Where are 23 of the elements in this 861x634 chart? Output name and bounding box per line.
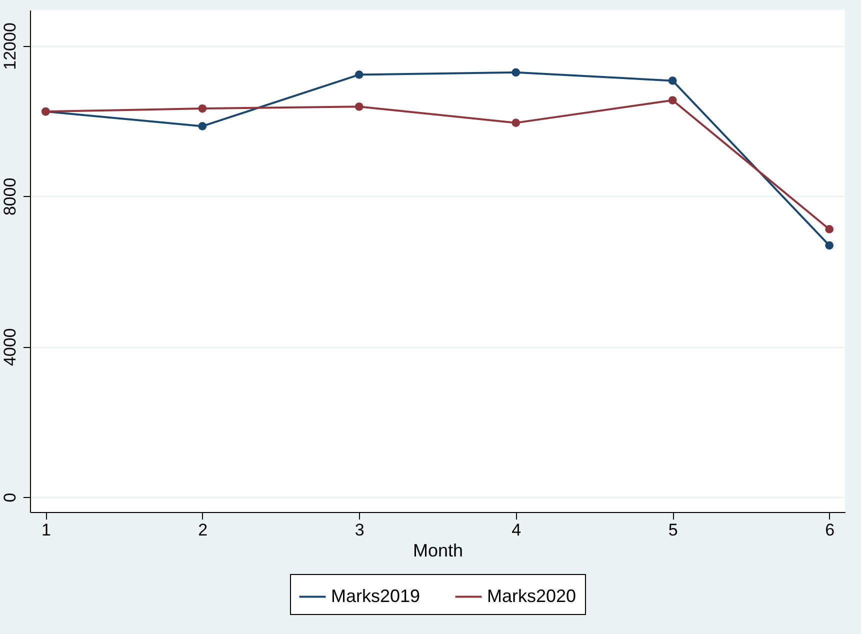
x-tick-label: 4 bbox=[512, 520, 522, 540]
point bbox=[825, 241, 834, 250]
point bbox=[354, 102, 364, 111]
y-tick-label: 12000 bbox=[0, 22, 20, 70]
x-axis-title: Month bbox=[412, 540, 464, 560]
y-tick-label: 4000 bbox=[0, 328, 20, 366]
x-tick-label: 2 bbox=[198, 520, 208, 540]
y-tick-label: 8000 bbox=[0, 178, 20, 216]
point bbox=[198, 122, 207, 130]
x-tick-label: 6 bbox=[825, 520, 835, 540]
y-tick-label: 0 bbox=[0, 492, 20, 502]
point bbox=[668, 96, 677, 104]
point bbox=[668, 76, 677, 85]
point bbox=[512, 118, 520, 127]
x-tick-label: 1 bbox=[41, 520, 51, 540]
legend-label: Marks2020 bbox=[487, 586, 576, 606]
point bbox=[825, 225, 834, 234]
legend-label: Marks2019 bbox=[331, 586, 420, 606]
x-tick-label: 3 bbox=[354, 520, 364, 540]
x-tick-label: 5 bbox=[668, 520, 678, 540]
point bbox=[198, 104, 207, 113]
point bbox=[512, 68, 520, 77]
point bbox=[354, 70, 364, 79]
